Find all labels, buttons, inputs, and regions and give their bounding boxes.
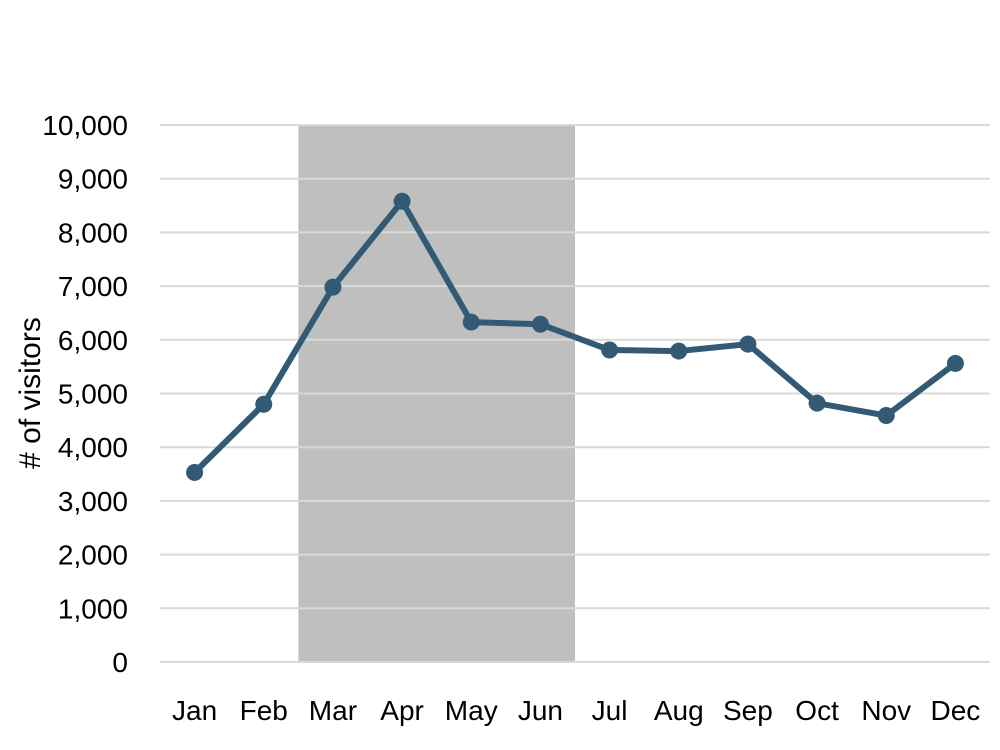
y-tick-label: 2,000 [58,540,128,571]
x-tick-label: Sep [723,695,773,726]
y-tick-label: 0 [112,647,128,678]
y-tick-label: 8,000 [58,217,128,248]
data-point [462,313,480,331]
x-tick-label: Oct [795,695,839,726]
data-point [255,395,273,413]
y-tick-label: 1,000 [58,593,128,624]
x-tick-label: Jun [518,695,563,726]
data-point [393,192,411,210]
series-layer [186,192,964,481]
y-axis-title: # of visitors [14,317,47,469]
data-point [531,315,549,333]
x-tick-label: Aug [654,695,704,726]
x-tick-label: Apr [380,695,424,726]
x-tick-label: Mar [309,695,357,726]
x-tick-label: May [445,695,498,726]
x-tick-label: Dec [931,695,981,726]
y-tick-label: 9,000 [58,164,128,195]
x-tick-label: Jan [172,695,217,726]
x-axis-ticks: Jan Feb Mar Apr May Jun Jul Aug Sep Oct Nov Dec [172,695,980,726]
data-point [670,342,688,360]
y-tick-label: 10,000 [42,110,128,141]
gridlines [160,124,990,663]
data-point [186,463,204,481]
y-axis-ticks: 0 1,000 2,000 3,000 4,000 5,000 6,000 7,000 8,00… [42,110,128,678]
y-tick-label: 3,000 [58,486,128,517]
y-tick-label: 4,000 [58,432,128,463]
y-tick-label: 7,000 [58,271,128,302]
y-tick-label: 5,000 [58,379,128,410]
data-point [946,354,964,372]
x-tick-label: Feb [240,695,288,726]
data-point [739,335,757,353]
y-tick-label: 6,000 [58,325,128,356]
series-line [191,198,959,476]
data-point [877,407,895,425]
data-point [324,278,342,296]
data-point [808,394,826,412]
x-tick-label: Nov [861,695,911,726]
data-point [601,341,619,359]
x-tick-label: Jul [592,695,628,726]
